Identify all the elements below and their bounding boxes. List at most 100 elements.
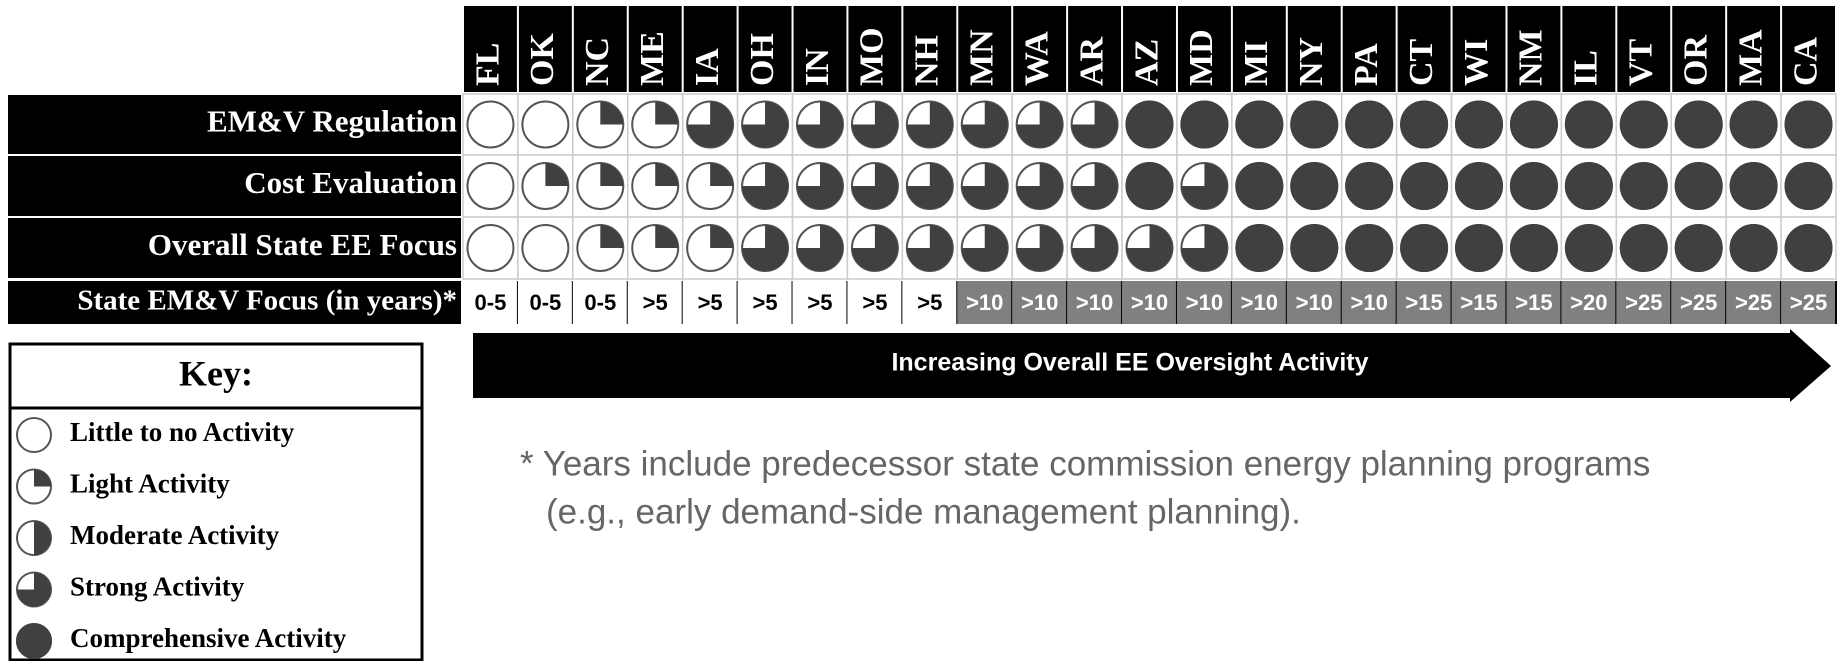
state-header: AZ — [1128, 39, 1165, 86]
state-header-cell — [628, 6, 682, 92]
harvey-ball — [795, 162, 844, 210]
ball-fill — [545, 163, 569, 186]
harvey-ball — [1345, 162, 1394, 210]
state-header-cell — [1672, 6, 1726, 92]
ball-fill — [742, 101, 789, 148]
harvey-ball — [741, 162, 790, 210]
ball-outline — [16, 417, 52, 453]
ball-fill — [1400, 162, 1449, 210]
arrow — [473, 329, 1831, 402]
ball-fill — [742, 163, 789, 210]
state-header-cell — [1287, 6, 1341, 92]
state-header: MA — [1732, 29, 1769, 86]
harvey-ball — [521, 162, 570, 210]
harvey-ball — [1784, 224, 1833, 272]
ball-fill — [1729, 224, 1778, 272]
footnote: * Years include predecessor state commis… — [520, 444, 1650, 483]
harvey-ball — [686, 162, 735, 210]
harvey-ball — [631, 224, 680, 272]
harvey-ball — [1619, 162, 1668, 210]
ball-fill — [1619, 224, 1668, 272]
ball-fill — [1784, 162, 1833, 210]
ball-fill — [1235, 162, 1284, 210]
ball-fill — [17, 572, 51, 607]
year-cell — [1122, 281, 1177, 324]
harvey-ball — [960, 100, 1009, 149]
state-header: IN — [799, 48, 836, 86]
ball-fill — [1235, 100, 1284, 149]
harvey-ball — [1235, 224, 1284, 272]
state-header-cell — [1177, 6, 1231, 92]
harvey-ball — [576, 162, 625, 210]
harvey-ball — [1564, 100, 1613, 149]
key-box — [8, 342, 424, 661]
year-value: >10 — [1131, 290, 1168, 315]
arrow-label: Increasing Overall EE Oversight Activity — [891, 349, 1368, 377]
state-header: PA — [1348, 43, 1385, 86]
year-cell — [1341, 281, 1397, 324]
year-cell — [1231, 281, 1287, 324]
ball-fill — [961, 163, 1008, 210]
ball-fill — [655, 163, 679, 186]
harvey-ball — [466, 224, 515, 272]
harvey-ball — [1290, 162, 1339, 210]
state-header-cell — [903, 6, 957, 92]
row-label-cell — [8, 156, 461, 216]
ball-fill — [796, 225, 843, 271]
row-label: State EM&V Focus (in years)* — [77, 285, 457, 317]
state-header: CA — [1787, 36, 1824, 86]
year-cell — [1506, 281, 1562, 324]
state-header-cell — [573, 6, 627, 92]
harvey-ball — [905, 162, 954, 210]
harvey-ball — [1509, 100, 1558, 149]
harvey-ball — [1180, 224, 1229, 272]
year-value: 0-5 — [475, 290, 507, 315]
ball-fill — [1619, 162, 1668, 210]
state-header-cell — [518, 6, 572, 92]
year-value: 0-5 — [584, 290, 616, 315]
key-title: Key: — [179, 353, 253, 393]
state-header: MI — [1238, 41, 1275, 86]
ball-fill — [1125, 100, 1174, 149]
year-cell — [1396, 281, 1452, 324]
harvey-ball — [1729, 100, 1778, 149]
year-value: >5 — [862, 290, 887, 315]
ball-fill — [961, 101, 1008, 148]
state-header: CT — [1403, 38, 1440, 86]
state-header: NM — [1513, 29, 1550, 86]
state-header-cell — [958, 6, 1012, 92]
ball-fill — [906, 163, 953, 210]
harvey-ball — [1509, 162, 1558, 210]
ball-fill — [34, 521, 51, 555]
year-value: >5 — [917, 290, 942, 315]
ball-fill — [710, 225, 734, 248]
year-cell — [1781, 281, 1836, 324]
harvey-ball — [795, 100, 844, 149]
harvey-ball — [1564, 162, 1613, 210]
row-label: EM&V Regulation — [207, 104, 457, 139]
ball-fill — [1400, 100, 1449, 149]
state-header-cell — [1013, 6, 1067, 92]
ball-fill — [906, 101, 953, 148]
state-header-cell — [738, 6, 792, 92]
harvey-ball — [1125, 100, 1174, 149]
year-value: >15 — [1515, 290, 1552, 315]
state-header-cell — [1617, 6, 1671, 92]
state-header-cell — [1507, 6, 1561, 92]
year-cell — [1067, 281, 1123, 324]
ball-fill — [1455, 162, 1504, 210]
ball-outline — [521, 100, 570, 149]
state-header-cell — [1397, 6, 1451, 92]
ball-outline — [466, 224, 515, 272]
year-value: 0-5 — [529, 290, 561, 315]
year-cell — [792, 281, 848, 324]
harvey-ball — [16, 571, 52, 608]
ball-fill — [1619, 100, 1668, 149]
harvey-ball — [1070, 100, 1119, 149]
key-label: Comprehensive Activity — [70, 623, 347, 653]
year-cell — [737, 281, 793, 324]
state-header: MO — [854, 27, 891, 86]
year-value: >25 — [1680, 290, 1717, 315]
footnote: (e.g., early demand-side management plan… — [546, 492, 1301, 531]
